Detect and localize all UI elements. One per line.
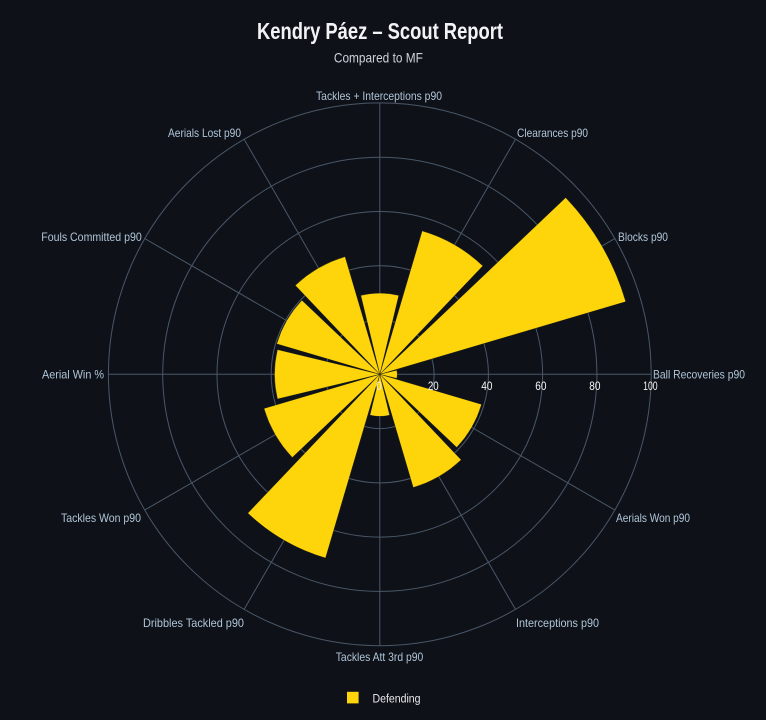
svg-text:Dribbles Tackled p90: Dribbles Tackled p90	[143, 616, 244, 630]
svg-text:80: 80	[589, 379, 600, 393]
svg-text:Tackles Att 3rd p90: Tackles Att 3rd p90	[336, 650, 424, 664]
svg-text:60: 60	[535, 379, 546, 393]
svg-text:40: 40	[481, 379, 492, 393]
svg-text:Tackles + Interceptions p90: Tackles + Interceptions p90	[316, 89, 442, 103]
svg-text:20: 20	[428, 379, 439, 393]
svg-text:Blocks p90: Blocks p90	[618, 230, 668, 244]
svg-text:Aerial Win %: Aerial Win %	[42, 368, 104, 382]
svg-text:Interceptions p90: Interceptions p90	[516, 616, 599, 630]
svg-text:Ball Recoveries p90: Ball Recoveries p90	[653, 368, 745, 382]
svg-text:100: 100	[643, 379, 658, 393]
svg-text:Aerials Won p90: Aerials Won p90	[616, 511, 690, 525]
svg-text:Compared to MF: Compared to MF	[334, 50, 423, 66]
svg-text:0: 0	[376, 379, 382, 393]
svg-text:Aerials Lost p90: Aerials Lost p90	[168, 126, 241, 140]
svg-text:Kendry Páez – Scout Report: Kendry Páez – Scout Report	[257, 18, 503, 44]
svg-text:Clearances p90: Clearances p90	[517, 126, 588, 140]
svg-text:Defending: Defending	[373, 694, 421, 706]
svg-text:Fouls Committed p90: Fouls Committed p90	[41, 230, 142, 244]
svg-text:Tackles Won p90: Tackles Won p90	[61, 511, 141, 525]
